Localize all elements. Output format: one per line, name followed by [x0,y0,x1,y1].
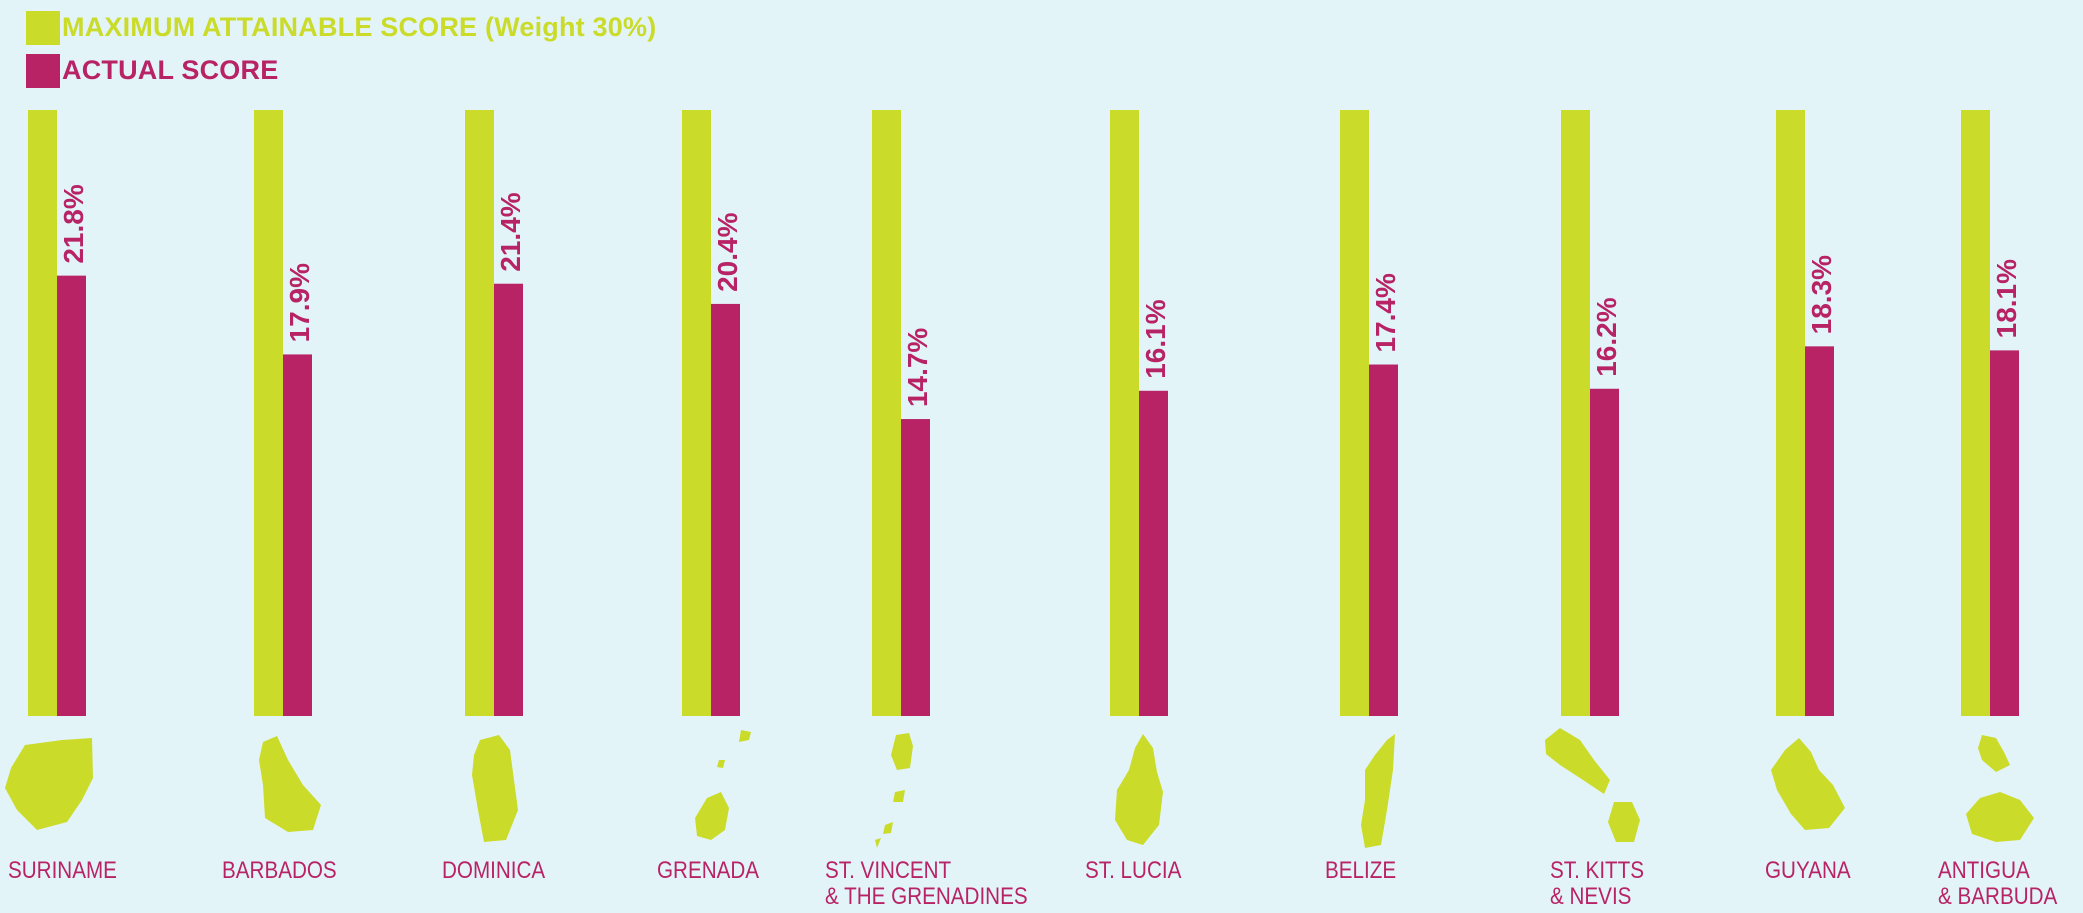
category-label: BELIZE [1325,857,1397,884]
country-map-icon [259,736,321,832]
category-label: SURINAME [8,857,117,884]
value-label: 16.2% [1591,297,1622,376]
country-map-icon [1978,735,2010,772]
bar-actual [901,419,930,716]
country-map-icon [5,738,93,830]
bar-max [1340,110,1369,716]
category-label: GUYANA [1765,857,1851,884]
bar-actual [1139,390,1168,716]
bar-actual [1990,350,2019,716]
bar-actual [283,354,312,716]
value-label: 21.8% [58,184,89,263]
category-label: DOMINICA [442,857,546,884]
country-map-icon [739,730,751,742]
category-label: ST. VINCENT & THE GRENADINES [825,857,1028,910]
country-map-icon [883,822,893,834]
legend-item-actual: ACTUAL SCORE [26,49,656,92]
bar-max [1961,110,1990,716]
country-map-icon [695,792,729,840]
bar-max [1110,110,1139,716]
value-label: 18.1% [1991,259,2022,338]
bar-actual [57,275,86,716]
value-label: 14.7% [902,328,933,407]
legend-swatch-max [26,10,60,45]
country-map-icon [717,760,725,768]
bar-max [28,110,57,716]
value-label: 20.4% [712,212,743,291]
bar-max [682,110,711,716]
country-map-icon [891,733,913,770]
category-label: ST. LUCIA [1085,857,1182,884]
country-map-icon [1966,792,2034,842]
legend-swatch-actual [26,53,60,88]
country-map-icon [893,790,905,802]
bar-actual [1369,364,1398,716]
value-label: 18.3% [1806,255,1837,334]
country-map-icon [875,838,881,848]
country-map-icon [1771,738,1845,830]
country-map-icon [1361,734,1395,848]
category-label: GRENADA [657,857,760,884]
legend-label-max: MAXIMUM ATTAINABLE SCORE (Weight 30%) [62,12,657,42]
category-label: BARBADOS [222,857,337,884]
bar-max [1561,110,1590,716]
bar-actual [1805,346,1834,716]
bar-max [465,110,494,716]
country-map-icon [1608,802,1640,842]
legend-item-max: MAXIMUM ATTAINABLE SCORE (Weight 30%) [26,6,656,49]
legend: MAXIMUM ATTAINABLE SCORE (Weight 30%) AC… [26,6,656,92]
bar-actual [711,303,740,716]
bar-actual [1590,388,1619,716]
country-map-icon [1545,728,1610,794]
value-label: 16.1% [1140,299,1171,378]
legend-label-actual: ACTUAL SCORE [62,55,279,85]
bar-max [254,110,283,716]
bar-max [1776,110,1805,716]
bar-max [872,110,901,716]
country-map-icon [1115,734,1163,845]
value-label: 17.9% [284,263,315,342]
category-label: ANTIGUA & BARBUDA [1938,857,2058,910]
value-label: 21.4% [495,192,526,271]
category-label: ST. KITTS & NEVIS [1550,857,1645,910]
country-map-icon [472,735,518,842]
bar-actual [494,283,523,716]
value-label: 17.4% [1370,273,1401,352]
